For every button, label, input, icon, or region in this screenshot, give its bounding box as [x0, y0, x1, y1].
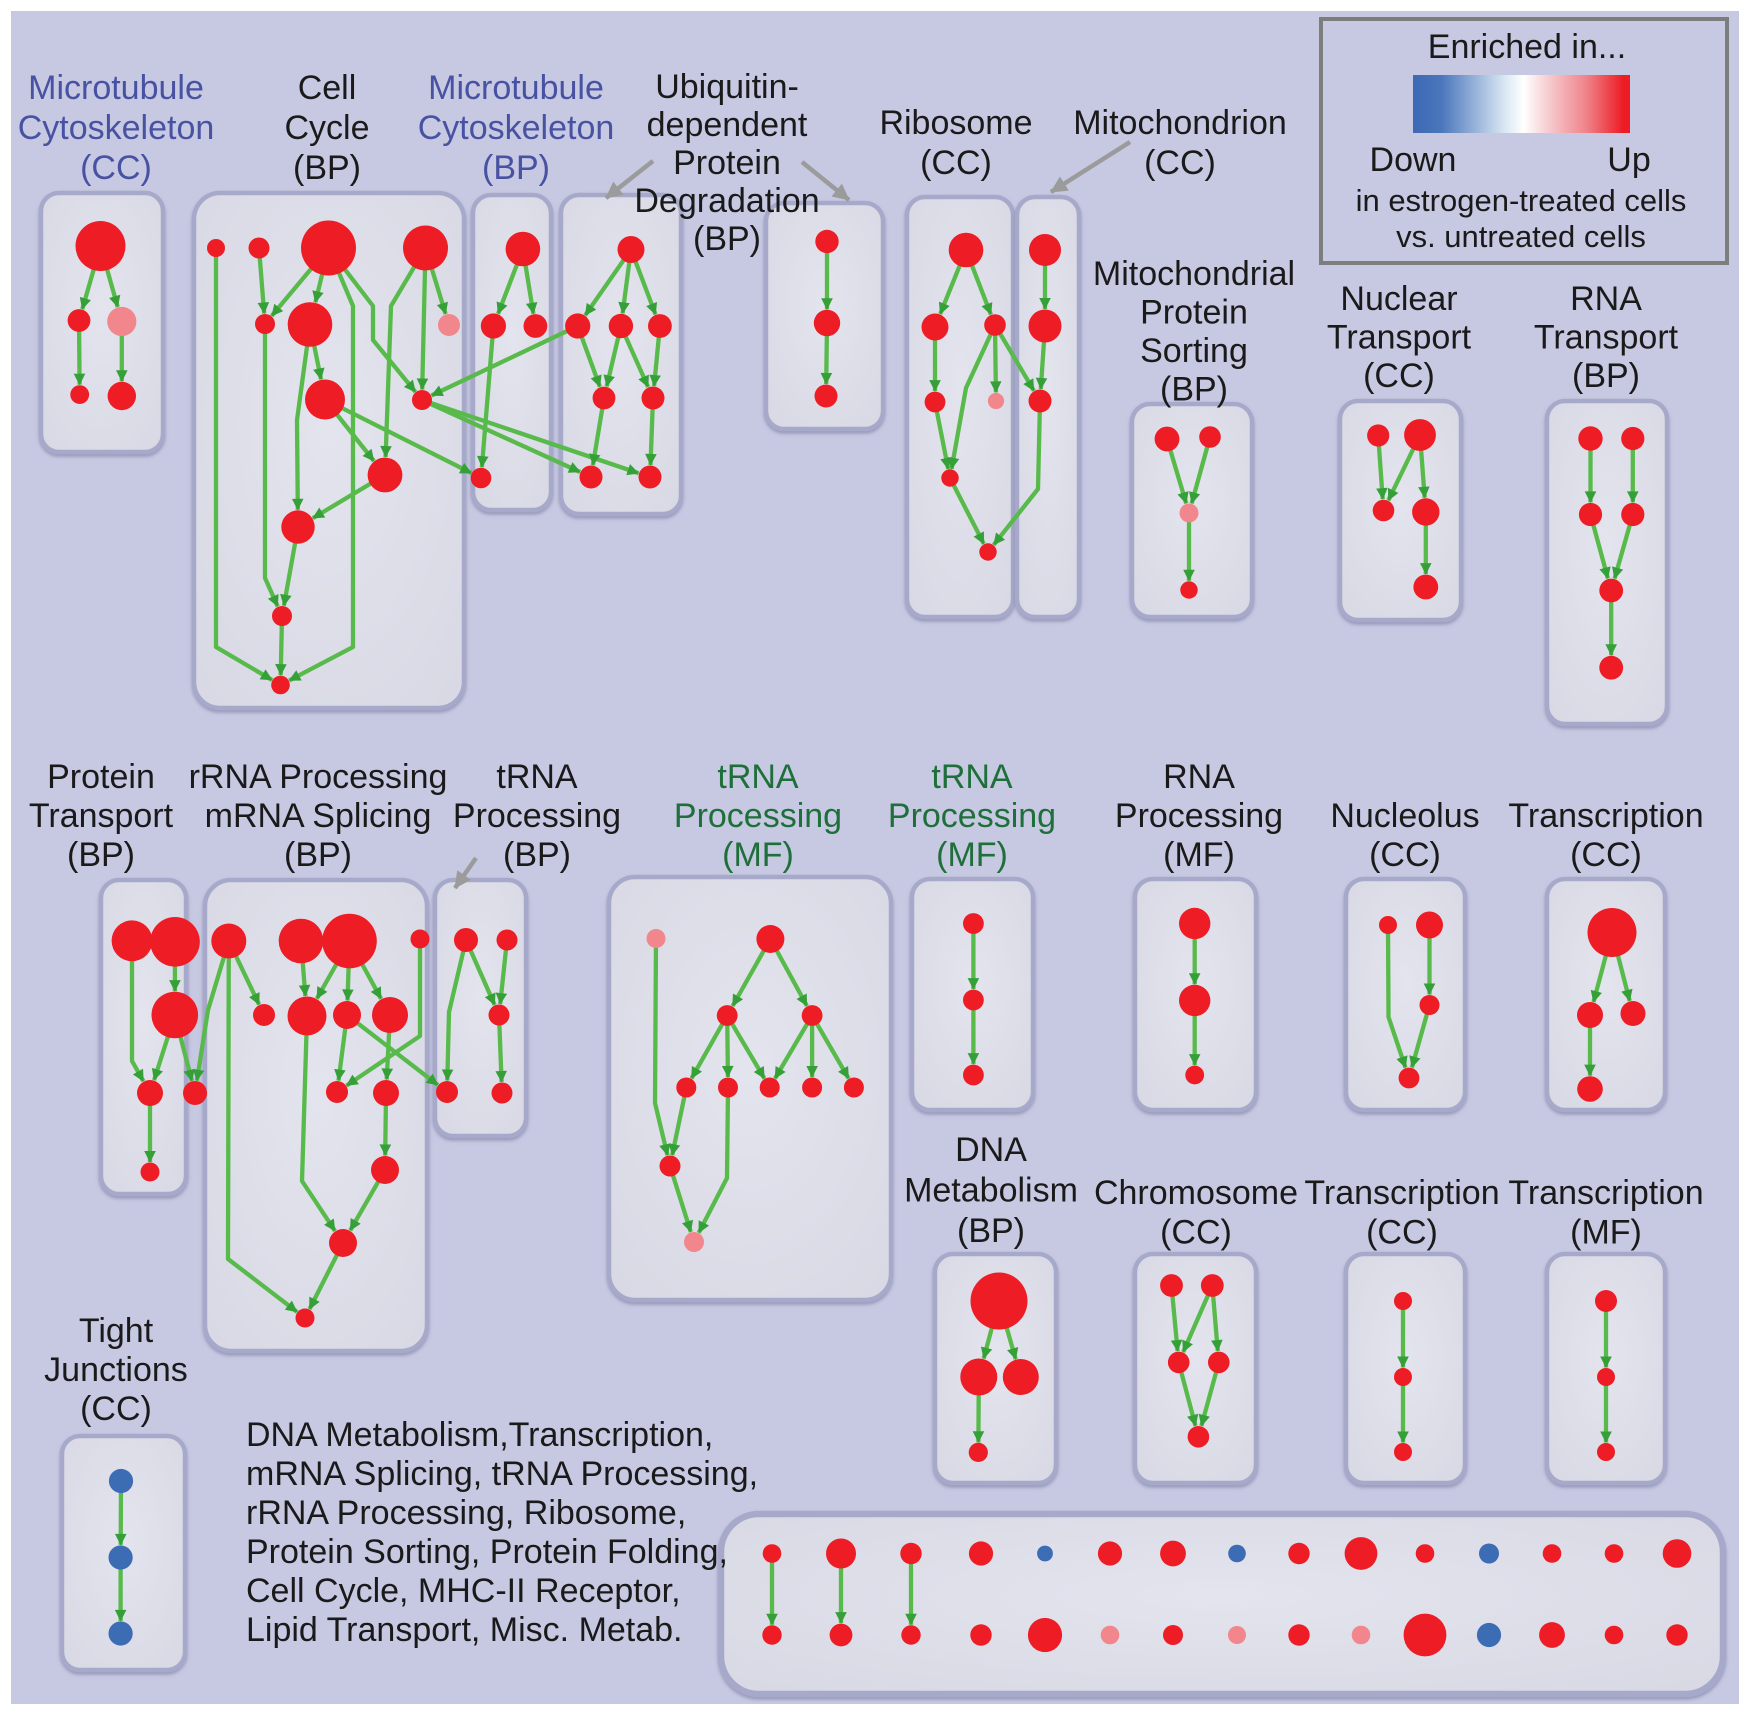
svg-text:Cycle: Cycle [284, 109, 369, 147]
svg-text:(BP): (BP) [284, 836, 352, 874]
svg-text:Mitochondrion: Mitochondrion [1073, 104, 1287, 142]
svg-text:(CC): (CC) [1144, 144, 1216, 182]
svg-text:RNA: RNA [1163, 758, 1235, 796]
svg-text:(MF): (MF) [1570, 1214, 1642, 1252]
svg-text:(CC): (CC) [80, 1390, 152, 1428]
svg-text:Processing: Processing [888, 797, 1056, 835]
svg-text:Protein: Protein [673, 144, 781, 182]
svg-text:Tight: Tight [79, 1312, 154, 1350]
svg-text:(CC): (CC) [1160, 1214, 1232, 1252]
svg-text:Degradation: Degradation [634, 182, 819, 220]
svg-text:(BP): (BP) [1160, 371, 1228, 409]
svg-text:Cytoskeleton: Cytoskeleton [418, 109, 615, 147]
svg-text:Sorting: Sorting [1140, 332, 1248, 370]
svg-text:(BP): (BP) [693, 220, 761, 258]
svg-text:Transcription: Transcription [1304, 1174, 1499, 1212]
svg-text:Processing: Processing [453, 797, 621, 835]
svg-text:mRNA Splicing, tRNA Processing: mRNA Splicing, tRNA Processing, [246, 1455, 758, 1493]
svg-text:tRNA: tRNA [496, 758, 578, 796]
svg-text:Cell: Cell [298, 69, 357, 107]
svg-text:Transcription: Transcription [1508, 1174, 1703, 1212]
svg-text:(BP): (BP) [67, 836, 135, 874]
svg-text:Up: Up [1607, 141, 1650, 179]
svg-text:dependent: dependent [647, 106, 808, 144]
svg-text:Nuclear: Nuclear [1340, 280, 1457, 318]
svg-text:in estrogen-treated cells: in estrogen-treated cells [1356, 183, 1687, 218]
svg-text:Transport: Transport [1534, 319, 1679, 357]
svg-text:(CC): (CC) [920, 144, 992, 182]
svg-text:Transport: Transport [29, 797, 174, 835]
svg-text:RNA: RNA [1570, 280, 1642, 318]
svg-text:Cytoskeleton: Cytoskeleton [18, 109, 215, 147]
svg-text:(CC): (CC) [1369, 836, 1441, 874]
svg-text:mRNA Splicing: mRNA Splicing [205, 797, 432, 835]
svg-text:Down: Down [1370, 141, 1457, 179]
svg-text:(CC): (CC) [1570, 836, 1642, 874]
svg-text:DNA: DNA [955, 1131, 1027, 1169]
svg-text:(BP): (BP) [293, 149, 361, 187]
svg-text:Enriched in...: Enriched in... [1428, 28, 1626, 66]
svg-text:Processing: Processing [674, 797, 842, 835]
svg-text:(MF): (MF) [936, 836, 1008, 874]
svg-text:Transport: Transport [1327, 319, 1472, 357]
svg-text:Ubiquitin-: Ubiquitin- [655, 68, 799, 106]
svg-text:Ribosome: Ribosome [879, 104, 1032, 142]
svg-text:Cell Cycle, MHC-II Receptor,: Cell Cycle, MHC-II Receptor, [246, 1572, 681, 1610]
svg-text:(BP): (BP) [1572, 357, 1640, 395]
svg-text:(CC): (CC) [80, 149, 152, 187]
svg-text:rRNA Processing, Ribosome,: rRNA Processing, Ribosome, [246, 1494, 686, 1532]
svg-text:(CC): (CC) [1363, 357, 1435, 395]
svg-text:(CC): (CC) [1366, 1214, 1438, 1252]
svg-text:Microtubule: Microtubule [28, 69, 204, 107]
svg-text:tRNA: tRNA [931, 758, 1013, 796]
svg-text:(MF): (MF) [1163, 836, 1235, 874]
svg-text:(BP): (BP) [482, 149, 550, 187]
svg-text:DNA Metabolism,Transcription,: DNA Metabolism,Transcription, [246, 1416, 713, 1454]
svg-text:Nucleolus: Nucleolus [1330, 797, 1479, 835]
svg-text:Processing: Processing [1115, 797, 1283, 835]
svg-text:Protein Sorting, Protein Foldi: Protein Sorting, Protein Folding, [246, 1533, 728, 1571]
svg-text:Microtubule: Microtubule [428, 69, 604, 107]
svg-text:tRNA: tRNA [717, 758, 799, 796]
svg-text:Metabolism: Metabolism [904, 1172, 1078, 1210]
svg-text:(BP): (BP) [957, 1212, 1025, 1250]
svg-text:vs. untreated cells: vs. untreated cells [1396, 219, 1646, 254]
svg-text:Protein: Protein [1140, 294, 1248, 332]
svg-text:Lipid Transport, Misc. Metab.: Lipid Transport, Misc. Metab. [246, 1611, 683, 1649]
svg-text:Mitochondrial: Mitochondrial [1093, 255, 1295, 293]
svg-text:Junctions: Junctions [44, 1351, 188, 1389]
svg-text:(BP): (BP) [503, 836, 571, 874]
svg-text:rRNA Processing: rRNA Processing [189, 758, 448, 796]
svg-text:(MF): (MF) [722, 836, 794, 874]
svg-text:Chromosome: Chromosome [1094, 1174, 1298, 1212]
svg-text:Transcription: Transcription [1508, 797, 1703, 835]
svg-text:Protein: Protein [47, 758, 155, 796]
